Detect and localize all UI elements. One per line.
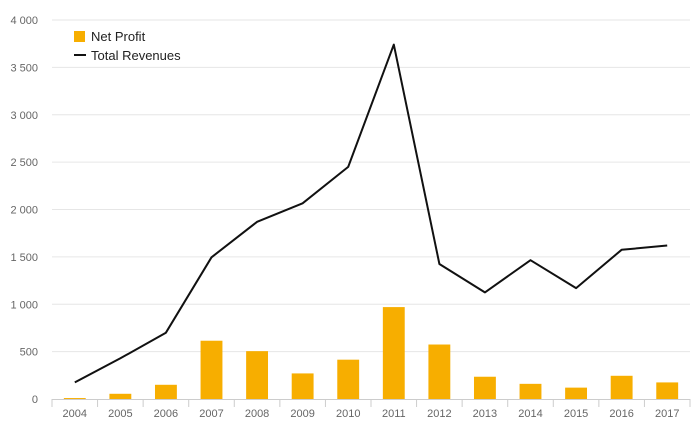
bar-net-profit — [337, 359, 360, 399]
y-tick-label: 0 — [32, 394, 38, 406]
bar-net-profit — [428, 344, 451, 399]
bar-net-profit — [291, 373, 314, 399]
bar-net-profit — [610, 375, 633, 399]
x-tick-label: 2012 — [427, 408, 451, 420]
y-tick-label: 2 000 — [10, 205, 38, 217]
x-tick-label: 2006 — [154, 408, 178, 420]
net-profit-bars — [63, 307, 679, 399]
y-axis-ticks: 0 500 1 000 1 500 2 000 2 500 3 000 3 500 4 000 — [10, 15, 38, 406]
legend: Net Profit Total Revenues — [74, 29, 181, 63]
x-tick-label: 2017 — [655, 408, 679, 420]
y-tick-label: 3 000 — [10, 110, 38, 122]
y-tick-label: 4 000 — [10, 15, 38, 27]
bar-net-profit — [154, 384, 177, 399]
x-axis-ticks: 2004 2005 2006 2007 2008 2009 2010 2011 2012 2013… — [51, 399, 691, 420]
legend-label-net-profit: Net Profit — [91, 29, 146, 44]
legend-swatch-net-profit — [74, 31, 85, 42]
x-tick-label: 2014 — [518, 408, 542, 420]
bar-net-profit — [63, 398, 86, 399]
bar-net-profit — [200, 340, 223, 399]
x-tick-label: 2005 — [108, 408, 132, 420]
bar-net-profit — [246, 351, 269, 399]
bar-net-profit — [656, 382, 679, 399]
x-tick-label: 2009 — [290, 408, 314, 420]
x-tick-label: 2007 — [199, 408, 223, 420]
gridlines — [52, 19, 690, 353]
y-tick-label: 500 — [20, 347, 38, 359]
y-tick-label: 1 500 — [10, 252, 38, 264]
y-tick-label: 1 000 — [10, 299, 38, 311]
legend-label-total-revenues: Total Revenues — [91, 48, 181, 63]
x-tick-label: 2008 — [245, 408, 269, 420]
x-tick-label: 2015 — [564, 408, 588, 420]
x-tick-label: 2013 — [473, 408, 497, 420]
y-tick-label: 3 500 — [10, 62, 38, 74]
bar-net-profit — [565, 387, 588, 399]
bar-net-profit — [109, 393, 132, 399]
y-tick-label: 2 500 — [10, 157, 38, 169]
bar-net-profit — [473, 376, 496, 399]
x-tick-label: 2010 — [336, 408, 360, 420]
x-tick-label: 2011 — [382, 408, 406, 420]
total-revenues-line — [74, 43, 668, 384]
x-tick-label: 2004 — [63, 408, 87, 420]
bar-net-profit — [519, 383, 542, 399]
bar-net-profit — [382, 307, 405, 399]
x-tick-label: 2016 — [609, 408, 633, 420]
